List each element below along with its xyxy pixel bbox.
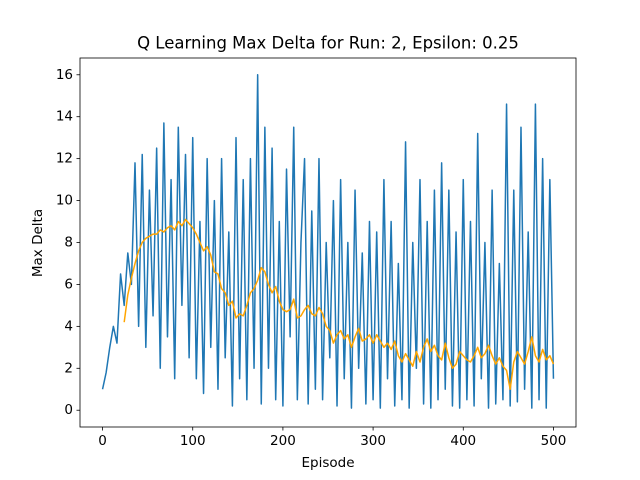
x-tick-label: 100	[180, 433, 206, 449]
y-tick-label: 10	[56, 193, 73, 209]
x-tick-label: 400	[450, 433, 476, 449]
y-tick-label: 4	[64, 318, 73, 334]
y-axis-label: Max Delta	[30, 209, 46, 277]
x-tick-label: 300	[360, 433, 386, 449]
y-tick-label: 16	[56, 67, 73, 83]
y-tick-label: 14	[56, 109, 73, 125]
x-tick-label: 0	[98, 433, 107, 449]
x-tick-label: 500	[541, 433, 567, 449]
x-tick-label: 200	[270, 433, 296, 449]
y-tick-label: 2	[64, 360, 73, 376]
x-axis-label: Episode	[301, 455, 354, 471]
series-line	[123, 218, 555, 391]
y-tick-label: 0	[64, 402, 73, 418]
y-tick-label: 12	[56, 151, 73, 167]
chart-title: Q Learning Max Delta for Run: 2, Epsilon…	[137, 34, 519, 53]
y-tick-label: 8	[64, 235, 73, 251]
y-tick-label: 6	[64, 276, 73, 292]
series-line	[101, 74, 555, 409]
